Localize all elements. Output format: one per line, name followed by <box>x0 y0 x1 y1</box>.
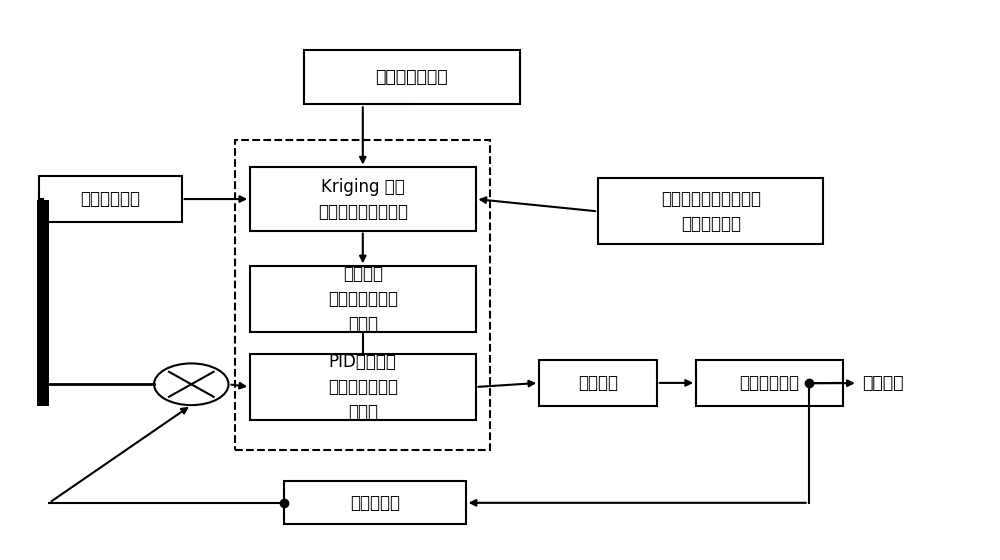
Bar <box>250 167 476 231</box>
Bar <box>539 360 657 406</box>
Text: PID控制模块
（比例、积分、
微分）: PID控制模块 （比例、积分、 微分） <box>328 353 398 421</box>
Bar <box>250 354 476 420</box>
Bar <box>598 179 823 244</box>
Bar <box>235 140 490 450</box>
Bar <box>696 360 843 406</box>
Text: 步进电机: 步进电机 <box>578 374 618 392</box>
Bar <box>304 49 520 104</box>
Text: 优化算法
（寻找最优导叶
开度）: 优化算法 （寻找最优导叶 开度） <box>328 265 398 333</box>
Bar <box>37 200 49 406</box>
Text: 导叶开度: 导叶开度 <box>863 374 904 392</box>
Text: 流量检测单元: 流量检测单元 <box>80 190 140 208</box>
Text: 角度传感器: 角度传感器 <box>350 494 400 512</box>
Bar <box>250 266 476 332</box>
Bar <box>39 176 182 222</box>
Text: Kriging 插值
（性能与开度模型）: Kriging 插值 （性能与开度模型） <box>318 178 408 221</box>
Text: 导叶传动机构: 导叶传动机构 <box>739 374 799 392</box>
Text: 离心泵与前置导叶整体
性能数据样本: 离心泵与前置导叶整体 性能数据样本 <box>661 190 761 233</box>
Text: 单片机控制单元: 单片机控制单元 <box>375 68 448 86</box>
Circle shape <box>154 363 229 405</box>
Bar <box>284 482 466 524</box>
